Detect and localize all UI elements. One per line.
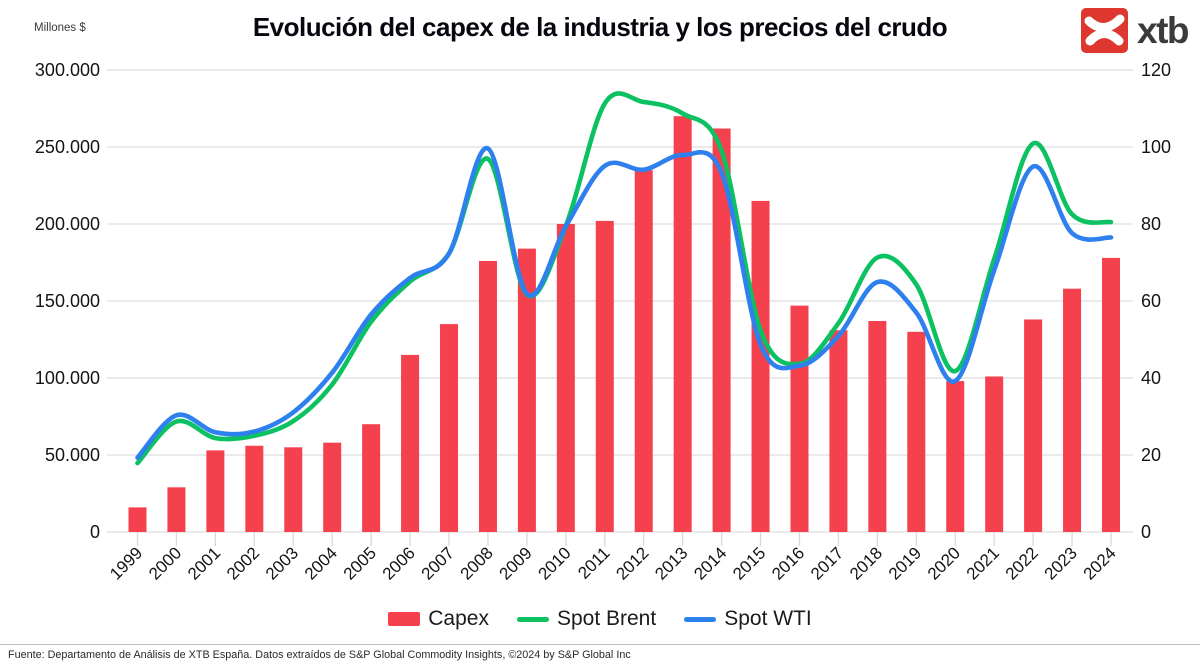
x-axis-label-2019: 2019 <box>885 543 925 583</box>
left-axis-tick-label: 200.000 <box>35 214 100 234</box>
x-axis-label-2022: 2022 <box>1002 543 1042 583</box>
x-axis-label-2012: 2012 <box>612 543 652 583</box>
x-axis-label-2003: 2003 <box>262 543 302 583</box>
capex-bar-2013 <box>673 116 692 532</box>
right-axis-tick-label: 20 <box>1141 445 1161 465</box>
legend-item-brent: Spot Brent <box>516 607 657 631</box>
spot-brent-line <box>135 91 1114 466</box>
x-axis-label-2021: 2021 <box>963 543 1003 583</box>
wti-line-swatch <box>684 616 717 622</box>
capex-bar-2000 <box>167 487 186 532</box>
left-axis-tick-label: 50.000 <box>45 445 100 465</box>
right-axis-tick-label: 60 <box>1141 291 1161 311</box>
capex-bar-2004 <box>323 442 342 532</box>
x-axis-label-2014: 2014 <box>690 543 730 583</box>
x-axis-label-2009: 2009 <box>496 543 536 583</box>
x-axis-label-2020: 2020 <box>924 543 964 583</box>
capex-bar-2022 <box>1024 319 1043 532</box>
capex-bar-2003 <box>284 447 303 532</box>
capex-bar-2024 <box>1102 257 1120 532</box>
legend-label-capex: Capex <box>428 607 489 630</box>
capex-bar-swatch <box>388 612 421 626</box>
x-axis-label-2010: 2010 <box>534 543 574 583</box>
capex-bar-2009 <box>517 248 536 532</box>
left-axis-unit-label: Millones $ <box>34 22 86 34</box>
x-axis-label-2016: 2016 <box>768 543 808 583</box>
x-axis-label-2008: 2008 <box>457 543 497 583</box>
x-axis-label-2018: 2018 <box>846 543 886 583</box>
footer-source: Fuente: Departamento de Análisis de XTB … <box>8 649 631 661</box>
footer: Fuente: Departamento de Análisis de XTB … <box>0 644 1200 666</box>
chart-canvas: 300.000 120 250.000 100 200.000 80 150.000 60 10… <box>35 60 1171 584</box>
capex-bar-2010 <box>556 224 575 532</box>
capex-bar-2008 <box>478 260 497 532</box>
left-axis-tick-label: 100.000 <box>35 368 100 388</box>
brent-line-swatch <box>516 616 549 622</box>
legend-label-brent: Spot Brent <box>556 607 657 630</box>
capex-bar-2014 <box>712 128 731 532</box>
capex-bar-2006 <box>401 354 420 532</box>
left-axis-tick-label: 300.000 <box>35 60 100 80</box>
legend-label-wti: Spot WTI <box>724 607 812 630</box>
capex-bar-2020 <box>946 381 965 532</box>
xtb-logo-text: xtb <box>1137 10 1190 51</box>
x-axis-label-2005: 2005 <box>340 543 380 583</box>
x-axis-label-2007: 2007 <box>418 543 458 583</box>
right-axis-tick-label: 100 <box>1141 137 1171 157</box>
x-axis-label-2004: 2004 <box>301 543 341 583</box>
left-axis-tick-label: 250.000 <box>35 137 100 157</box>
capex-bar-1999 <box>128 507 147 532</box>
x-axis-label-2023: 2023 <box>1041 543 1081 583</box>
x-axis-label-2000: 2000 <box>145 543 185 583</box>
left-axis-tick-label: 0 <box>90 522 100 542</box>
right-axis-tick-label: 120 <box>1141 60 1171 80</box>
x-axis-label-1999: 1999 <box>106 543 146 583</box>
x-axis-label-2024: 2024 <box>1080 543 1120 583</box>
xtb-logo: xtb <box>1081 8 1190 53</box>
x-axis-label-2017: 2017 <box>807 543 847 583</box>
x-axis-label-2001: 2001 <box>184 543 224 583</box>
right-axis-tick-label: 40 <box>1141 368 1161 388</box>
x-axis-label-2011: 2011 <box>574 543 613 582</box>
right-axis-tick-label: 0 <box>1141 522 1151 542</box>
xtb-bird-icon <box>1081 8 1128 53</box>
capex-bar-2007 <box>440 324 459 532</box>
capex-bar-2011 <box>595 220 614 533</box>
page-title: Evolución del capex de la industria y lo… <box>252 12 948 42</box>
capex-bar-2021 <box>985 376 1004 532</box>
capex-bar-2017 <box>829 330 848 532</box>
capex-bar-2001 <box>206 450 225 532</box>
left-axis-tick-label: 150.000 <box>35 291 100 311</box>
legend-item-wti: Spot WTI <box>684 607 812 631</box>
capex-bar-2015 <box>751 200 770 532</box>
spot-wti-line <box>135 146 1114 460</box>
legend: Capex Spot Brent Spot WTI <box>0 607 1200 631</box>
x-axis-label-2002: 2002 <box>223 543 263 583</box>
x-axis-label-2013: 2013 <box>651 543 691 583</box>
capex-bar-2018 <box>868 321 887 532</box>
capex-bar-2019 <box>907 331 926 532</box>
right-axis-tick-label: 80 <box>1141 214 1161 234</box>
x-axis-label-2015: 2015 <box>729 543 769 583</box>
capex-bar-2016 <box>790 305 809 532</box>
capex-bar-2012 <box>634 170 653 532</box>
legend-item-capex: Capex <box>388 607 489 631</box>
capex-bar-2002 <box>245 445 264 532</box>
x-axis-label-2006: 2006 <box>379 543 419 583</box>
capex-bar-2005 <box>362 424 381 532</box>
capex-bar-2023 <box>1063 288 1082 532</box>
